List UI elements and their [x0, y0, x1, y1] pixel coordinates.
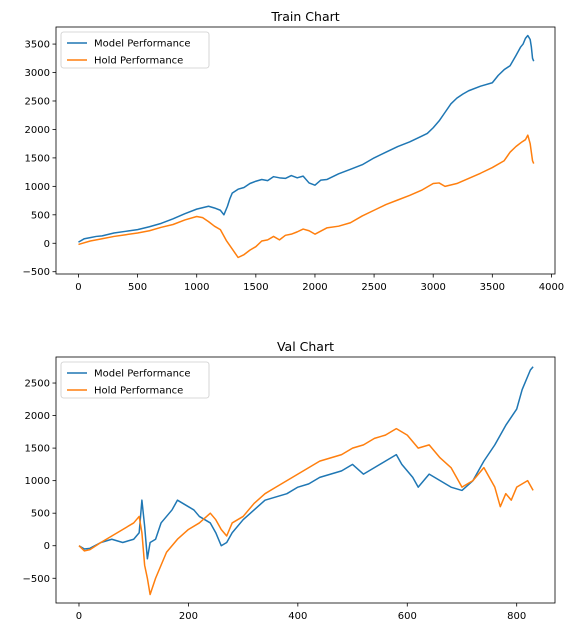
chart-title: Train Chart	[270, 9, 339, 24]
plot-frame	[55, 356, 556, 604]
x-tick-label: 3000	[420, 282, 445, 293]
x-tick-label: 2000	[302, 282, 327, 293]
x-tick-label: 1500	[243, 282, 268, 293]
y-tick-label: 3000	[25, 68, 50, 79]
legend: Model Performance Hold Performance	[60, 31, 210, 69]
y-tick-label: 1500	[25, 444, 50, 455]
chart-title: Val Chart	[277, 339, 334, 354]
legend: Model Performance Hold Performance	[60, 361, 210, 399]
val-chart: Val Chart 0 200 400 600 800 −500 0 500 1000 1500 20…	[23, 339, 556, 622]
legend-box	[60, 361, 210, 399]
x-tick-label: 4000	[539, 282, 564, 293]
y-tick-label: −500	[23, 267, 50, 278]
x-tick-label: 200	[179, 611, 198, 622]
series-lines	[78, 34, 535, 259]
y-tick-label: 1500	[25, 153, 50, 164]
y-tick-label: 1000	[25, 182, 50, 193]
legend-label: Hold Performance	[94, 56, 183, 67]
y-tick-label: 2000	[25, 125, 50, 136]
y-tick-label: 500	[31, 509, 50, 520]
x-tick-label: 3500	[480, 282, 505, 293]
series-line-model-performance	[78, 34, 535, 243]
series-lines	[78, 366, 534, 596]
series-line-hold-performance	[78, 427, 534, 596]
x-tick-label: 0	[75, 282, 81, 293]
plot-frame	[55, 26, 556, 275]
train-chart: Train Chart 0 500 1000 1500 2000 2500 3000 3500 4…	[23, 9, 565, 293]
x-tick-label: 500	[128, 282, 147, 293]
y-tick-label: −500	[23, 574, 50, 585]
x-tick-label: 800	[507, 611, 526, 622]
x-tick-label: 2500	[361, 282, 386, 293]
x-tick-label: 0	[76, 611, 82, 622]
y-tick-label: 500	[31, 210, 50, 221]
y-tick-label: 0	[44, 541, 50, 552]
x-tick-label: 600	[398, 611, 417, 622]
y-tick-label: 2500	[25, 96, 50, 107]
y-tick-label: 2000	[25, 411, 50, 422]
x-tick-label: 400	[288, 611, 307, 622]
legend-label: Hold Performance	[94, 386, 183, 397]
legend-label: Model Performance	[94, 369, 191, 380]
y-tick-label: 2500	[25, 379, 50, 390]
y-tick-label: 1000	[25, 476, 50, 487]
y-tick-label: 0	[44, 239, 50, 250]
legend-label: Model Performance	[94, 39, 191, 50]
series-line-model-performance	[78, 366, 534, 560]
x-tick-label: 1000	[184, 282, 209, 293]
legend-box	[60, 31, 210, 69]
series-line-hold-performance	[78, 134, 535, 259]
y-tick-label: 3500	[25, 40, 50, 51]
